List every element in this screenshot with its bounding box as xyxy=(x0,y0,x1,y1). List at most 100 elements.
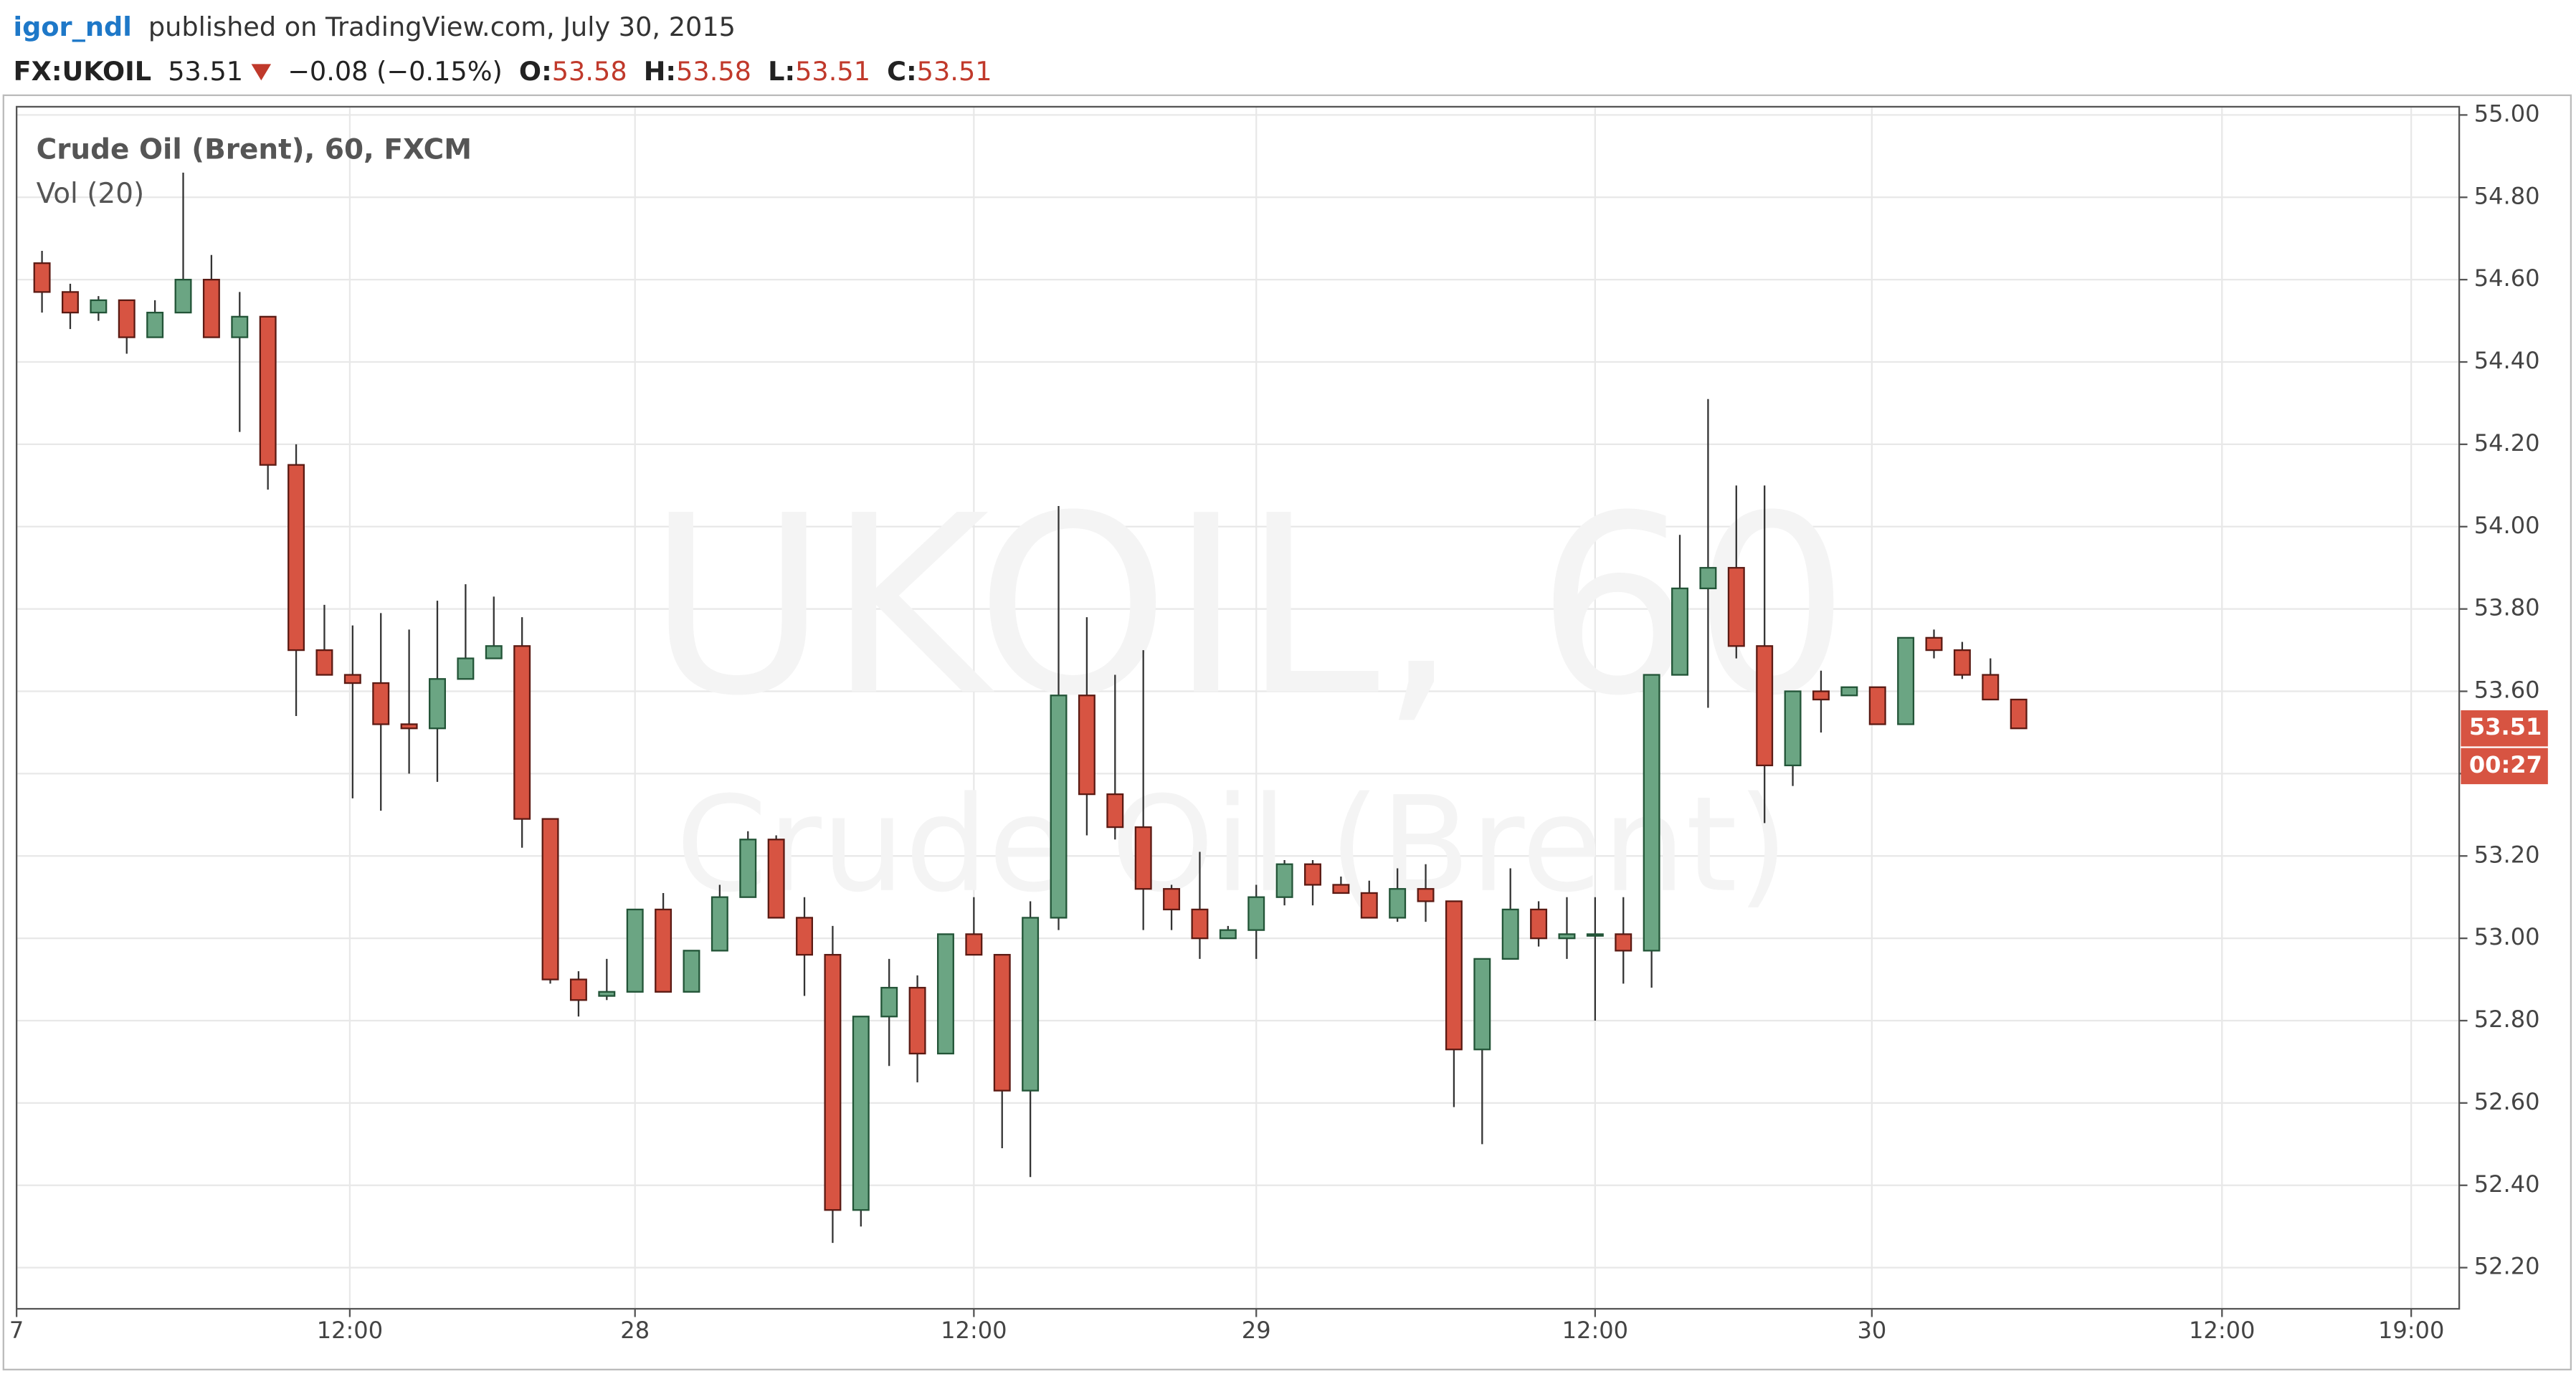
y-tick-label: 52.80 xyxy=(2474,1006,2540,1033)
high: 53.58 xyxy=(676,55,751,86)
down-arrow xyxy=(251,64,272,81)
candle-body xyxy=(1078,695,1095,796)
y-tick-label: 54.60 xyxy=(2474,264,2540,292)
x-tick-label: 12:00 xyxy=(1562,1317,1628,1344)
candle-body xyxy=(1473,958,1491,1051)
countdown-label: 00:27 xyxy=(2469,751,2542,778)
candle-body xyxy=(400,723,418,730)
candle-body xyxy=(569,978,587,1001)
candle-body xyxy=(1275,863,1293,898)
candles xyxy=(33,172,2028,1244)
candle-body xyxy=(1953,649,1971,676)
candle-body xyxy=(852,1016,870,1211)
y-tick-label: 52.60 xyxy=(2474,1088,2540,1115)
candle-body xyxy=(1840,686,1858,697)
candle-body xyxy=(90,299,108,314)
x-tick-label: 12:00 xyxy=(941,1317,1007,1344)
candle-body xyxy=(796,917,814,956)
candle-body xyxy=(965,933,983,956)
candle-body xyxy=(1756,645,1774,767)
close: 53.51 xyxy=(917,55,992,86)
candle-body xyxy=(1784,690,1802,767)
candle-body xyxy=(1304,863,1321,886)
open: 53.58 xyxy=(552,55,627,86)
candle-body xyxy=(1219,929,1237,940)
x-tick-label: 7 xyxy=(9,1317,24,1344)
candle-body xyxy=(1134,826,1152,890)
x-tick-label: 28 xyxy=(620,1317,650,1344)
candle-body xyxy=(118,299,136,338)
legend-title: Crude Oil (Brent), 60, FXCM xyxy=(37,133,472,166)
indicator: Vol (20) xyxy=(37,178,145,210)
candle-body xyxy=(1106,793,1124,829)
y-tick-label: 53.60 xyxy=(2474,677,2540,704)
candle-body xyxy=(202,279,220,338)
axes: 52.2052.4052.6052.8053.0053.2053.4053.60… xyxy=(9,100,2548,1344)
candle-body xyxy=(541,818,559,980)
candle-body xyxy=(1022,917,1040,1092)
candle-body xyxy=(1417,888,1435,902)
candle-body xyxy=(146,311,164,338)
change: −0.08 (−0.15%) xyxy=(287,55,503,86)
y-tick-label: 52.20 xyxy=(2474,1253,2540,1280)
candle-body xyxy=(1360,892,1378,919)
high-label: H: xyxy=(644,55,676,86)
outer-frame xyxy=(2,94,2572,1370)
header-line: igor_ndl published on TradingView.com, J… xyxy=(14,11,736,42)
candle-body xyxy=(231,315,249,338)
candle-body xyxy=(1982,674,2000,701)
countdown-tag xyxy=(2461,748,2548,785)
last-price-tag xyxy=(2461,710,2548,747)
candle-body xyxy=(655,908,672,993)
y-tick-label: 53.20 xyxy=(2474,841,2540,868)
candle-body xyxy=(1868,686,1886,725)
candle-body xyxy=(626,908,644,993)
candle-body xyxy=(739,839,757,898)
y-tick-label: 53.80 xyxy=(2474,594,2540,621)
grid xyxy=(15,106,2460,1309)
x-tick-label: 12:00 xyxy=(317,1317,383,1344)
candle-body xyxy=(513,645,531,820)
candle-body xyxy=(1727,567,1745,647)
x-tick-label: 12:00 xyxy=(2189,1317,2255,1344)
candle-body xyxy=(993,953,1011,1092)
candle-body xyxy=(33,262,51,293)
y-tick-label: 54.80 xyxy=(2474,182,2540,209)
y-tick-label: 54.00 xyxy=(2474,512,2540,539)
low: 53.51 xyxy=(795,55,870,86)
candle-body xyxy=(824,953,842,1211)
candle-body xyxy=(1501,908,1519,960)
author[interactable]: igor_ndl xyxy=(14,11,132,42)
candle-body xyxy=(936,933,954,1055)
y-tick-label: 55.00 xyxy=(2474,100,2540,127)
plot-frame xyxy=(15,105,2461,1310)
watermark-symbol: UKOIL, 60 xyxy=(647,464,1850,750)
candle-body xyxy=(1925,636,1943,652)
candle-body xyxy=(1050,695,1068,919)
watermark-name: Crude Oil (Brent) xyxy=(676,769,1789,922)
candle-body xyxy=(1671,587,1689,676)
candle-body xyxy=(598,991,616,997)
candle-body xyxy=(485,645,503,659)
candle-body xyxy=(287,464,305,652)
candle-body xyxy=(1586,933,1604,937)
last-price-label: 53.51 xyxy=(2469,713,2542,740)
candle-body xyxy=(174,279,192,314)
candle-body xyxy=(908,986,926,1055)
candle-body xyxy=(710,896,728,952)
y-tick-label: 52.40 xyxy=(2474,1170,2540,1198)
candle-body xyxy=(259,315,277,466)
candle-body xyxy=(1191,908,1209,940)
y-tick-label: 54.40 xyxy=(2474,347,2540,374)
candle-body xyxy=(1643,674,1660,952)
candle-body xyxy=(1558,933,1576,940)
last: 53.51 xyxy=(168,55,243,86)
candle-body xyxy=(1812,690,1830,701)
candle-body xyxy=(372,682,390,725)
candle-body xyxy=(2010,698,2028,730)
candle-body xyxy=(1699,567,1717,590)
symbol: FX:UKOIL xyxy=(14,55,152,86)
candle-body xyxy=(1897,636,1915,725)
candle-body xyxy=(1615,933,1632,952)
